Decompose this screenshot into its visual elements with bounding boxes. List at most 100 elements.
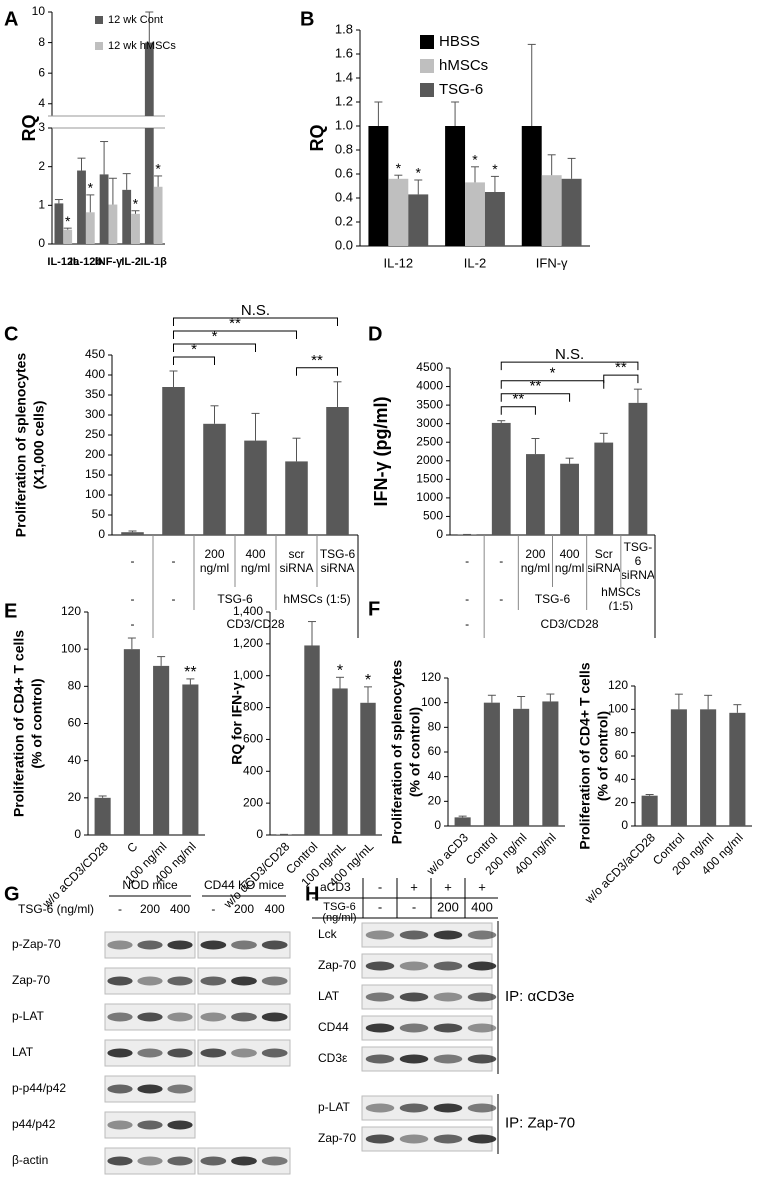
table-cell: 400 ng/ml [554,547,585,575]
y-tick-label: 1 [38,198,45,212]
table-cell: TSG-6 [534,591,571,606]
blot-band [261,1048,288,1058]
lane-value: - [211,902,215,916]
y-axis-label: (% of control) [29,678,45,768]
comparison-bracket [500,380,605,389]
y-axis-label: (% of control) [407,707,423,797]
bar [368,126,389,246]
table-cell-box: - [499,592,503,606]
y-tick-label: 1,000 [233,668,263,682]
table-cell-box: Scr siRNA [588,547,620,575]
table-cell-box: 200 ng/ml [200,547,229,575]
significance-mark: * [492,161,498,177]
legend-swatch [95,42,103,50]
blot-band [200,976,227,986]
y-tick-label: 20 [68,790,82,804]
y-tick-label: 60 [68,716,82,730]
lane-value: + [444,879,452,894]
blot-band [231,1048,257,1058]
y-tick-label: 0 [436,527,443,541]
blot-band [261,940,288,950]
blot-band [433,992,463,1002]
blot-band [137,976,163,986]
table-cell-box: TSG-6 [534,591,571,606]
blot-row-label: Zap-70 [318,1131,356,1145]
bar [360,702,376,835]
blot-band [365,1103,395,1113]
blot-row-label: p-Zap-70 [12,937,61,951]
blot-band [167,1156,193,1166]
y-tick-label: 120 [421,670,441,684]
bar [285,461,308,535]
table-cell: hMSCs (1:5) [283,591,351,606]
lane-value: 400 [170,902,190,916]
y-tick-label: 500 [423,509,443,523]
y-tick-label: 60 [428,744,442,758]
y-axis-label: Proliferation of splenocytes [389,660,405,845]
y-tick-label: 0 [98,527,105,541]
blot-band [107,976,133,986]
legend-swatch [95,16,103,24]
y-tick-label: 1.6 [335,45,353,60]
bar [332,688,348,835]
bar [513,708,530,826]
blot-band [433,1134,463,1144]
bar [560,463,579,535]
header-label-box: TSG-6 (ng/ml) [322,902,356,924]
y-tick-label: 100 [421,695,441,709]
comparison-bracket [603,374,639,384]
bar [491,422,511,535]
blot-band [107,1084,133,1094]
table-cell: - [130,591,135,606]
panel-letter: C [4,323,18,345]
x-tick-label: IL-2 [121,256,141,268]
blot-band [433,1054,463,1064]
comparison-bracket [173,330,297,339]
comparison-label: N.S. [241,302,270,319]
blot-band [365,1134,395,1144]
x-tick-label: w/o aCD3 [423,830,471,878]
legend-label: hMSCs [439,57,488,74]
comparison-label: N.S. [555,346,584,363]
panel-letter: E [4,600,17,622]
y-tick-label: 10 [32,4,46,18]
bar [541,175,562,246]
legend-label: 12 wk Cont [108,14,163,26]
y-tick-label: 20 [615,795,629,809]
bar [484,192,505,246]
bar [131,213,140,244]
blot-row-label: p44/p42 [12,1117,56,1131]
bar [144,128,154,244]
bar [203,423,226,535]
significance-mark: * [133,195,139,211]
bar [94,797,111,835]
y-axis-label: (X1,000 cells) [31,401,47,490]
table-cell-box: - [465,554,469,568]
significance-mark: * [337,663,343,680]
blot-band [365,1054,395,1064]
significance-mark: * [416,165,422,181]
blot-band [200,1156,227,1166]
ip-label: IP: Zap-70 [505,1114,575,1131]
y-tick-label: 350 [85,387,105,401]
comparison-bracket [500,361,639,371]
bar [54,203,64,244]
y-tick-label: 20 [428,794,442,808]
lane-value: - [412,899,416,914]
bar [465,182,485,246]
blot-row-label: LAT [12,1045,34,1059]
blot-band [467,1103,497,1113]
y-tick-label: 100 [608,702,628,716]
significance-mark: ** [184,664,196,681]
y-tick-label: 0 [434,818,441,832]
ip-label: IP: αCD3e [505,988,575,1005]
group-label: NOD mice [122,878,178,892]
lane-value: + [410,879,418,894]
y-tick-label: 2500 [416,434,443,448]
bar [85,212,95,244]
x-tick-label: w/o aCD3/aCD28 [581,830,658,907]
table-cell-box: - [465,592,469,606]
table-cell-box: TSG-6 [217,592,252,606]
blot-band [137,1012,163,1022]
lane-label: TSG-6 (ng/ml) [18,902,94,916]
